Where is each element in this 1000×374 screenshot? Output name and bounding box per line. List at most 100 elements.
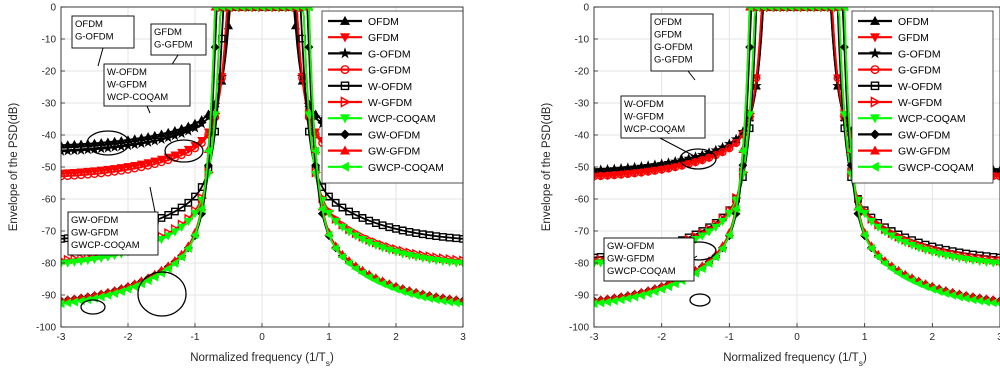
annotation-text: GW-OFDM xyxy=(607,241,654,252)
data-point xyxy=(298,73,307,83)
data-point xyxy=(711,252,720,262)
legend-label: GWCP-COQAM xyxy=(368,162,444,174)
data-point xyxy=(853,204,862,214)
data-point xyxy=(866,217,876,227)
data-point xyxy=(704,258,713,268)
data-point xyxy=(243,7,253,12)
data-point xyxy=(745,7,754,12)
data-point xyxy=(717,243,727,253)
legend-marker xyxy=(339,114,351,124)
data-point xyxy=(602,297,612,307)
data-point xyxy=(799,7,808,12)
legend-item: GWCP-COQAM xyxy=(858,161,974,174)
legend-item: GFDM xyxy=(858,32,929,44)
y-axis-label: Envelope of the PSD(dB) xyxy=(541,103,553,232)
data-point xyxy=(975,296,984,306)
data-point xyxy=(424,255,435,265)
data-point xyxy=(177,223,187,232)
data-point xyxy=(69,258,79,267)
data-point xyxy=(61,140,66,149)
data-point xyxy=(934,286,943,296)
data-point xyxy=(404,252,414,261)
data-point xyxy=(297,7,306,12)
data-point xyxy=(136,138,147,149)
data-point xyxy=(310,146,320,156)
legend-marker xyxy=(870,96,881,108)
data-point xyxy=(183,243,192,253)
annotation-text: GWCP-COQAM xyxy=(71,240,140,251)
data-point xyxy=(893,268,902,278)
legend-label: W-OFDM xyxy=(368,81,412,93)
legend-marker xyxy=(869,114,881,124)
data-point xyxy=(270,7,279,12)
y-tick-label: -40 xyxy=(575,131,590,142)
annotation-ellipse xyxy=(80,299,106,315)
data-point xyxy=(623,293,632,303)
legend-label: G-GFDM xyxy=(898,65,941,77)
data-point xyxy=(594,260,599,269)
data-point xyxy=(189,122,201,133)
data-point xyxy=(596,298,605,308)
legend-label: W-OFDM xyxy=(898,81,942,93)
data-point xyxy=(210,111,220,120)
data-point xyxy=(217,73,226,83)
data-point xyxy=(411,253,421,262)
x-axis-label: Normalized frequency (1/Ts) xyxy=(190,352,334,368)
data-point xyxy=(772,7,781,12)
data-point xyxy=(411,290,420,300)
annotation-text: W-GFDM xyxy=(107,80,147,91)
x-axis-label-subscript: s xyxy=(326,358,330,368)
annotation-text: G-GFDM xyxy=(154,40,193,51)
legend-item: OFDM xyxy=(858,15,929,28)
data-point xyxy=(907,276,916,286)
data-point xyxy=(832,7,842,12)
data-point xyxy=(317,204,326,214)
data-point xyxy=(873,252,882,262)
series-gwcp-coqam xyxy=(594,7,1000,309)
annotation-box xyxy=(603,237,695,282)
legend-marker xyxy=(869,33,881,43)
data-point xyxy=(190,144,200,153)
y-tick-label: -60 xyxy=(42,195,57,206)
data-point xyxy=(351,264,360,274)
x-tick-label: -1 xyxy=(191,332,200,343)
data-point xyxy=(704,228,714,237)
data-point xyxy=(934,250,944,259)
legend-item: OFDM xyxy=(328,15,399,28)
data-point xyxy=(344,258,353,268)
data-point xyxy=(398,250,408,259)
legend-item: WCP-COQAM xyxy=(328,113,436,125)
annotation-arrow xyxy=(687,70,696,81)
x-axis-label-subscript: s xyxy=(859,358,863,368)
data-point xyxy=(738,146,747,156)
x-tick-label: 2 xyxy=(930,332,936,343)
data-point xyxy=(418,254,428,263)
chart-panel-1: -3 -2 -1 0 1 2 30-10-20-30-40-50-60-70-80-90-1… xyxy=(8,3,466,369)
data-point xyxy=(116,286,125,296)
legend-label: G-OFDM xyxy=(368,48,411,60)
data-point xyxy=(190,209,200,219)
annotation: GFDM G-GFDM xyxy=(150,23,207,67)
data-point xyxy=(196,118,207,129)
data-point xyxy=(89,255,100,265)
data-point xyxy=(384,282,393,292)
data-point xyxy=(724,230,733,240)
x-tick-label: -2 xyxy=(657,332,666,343)
data-point xyxy=(237,7,246,12)
y-tick-label: -30 xyxy=(42,99,57,110)
x-tick-label: 2 xyxy=(393,332,399,343)
data-point xyxy=(981,258,991,267)
x-tick-label: 1 xyxy=(326,332,332,343)
data-point xyxy=(927,248,937,257)
legend-label: WCP-COQAM xyxy=(368,113,436,125)
annotation-ellipse xyxy=(689,293,711,307)
legend-label: G-OFDM xyxy=(898,48,941,60)
annotation-text: W-OFDM xyxy=(107,67,147,78)
data-point xyxy=(941,252,951,261)
annotation-text: WCP-COQAM xyxy=(107,92,168,103)
legend-label: OFDM xyxy=(898,16,929,28)
x-tick-label: 3 xyxy=(997,332,1000,343)
legend-item: W-GFDM xyxy=(858,96,942,109)
data-point xyxy=(424,293,433,303)
data-point xyxy=(866,243,875,253)
